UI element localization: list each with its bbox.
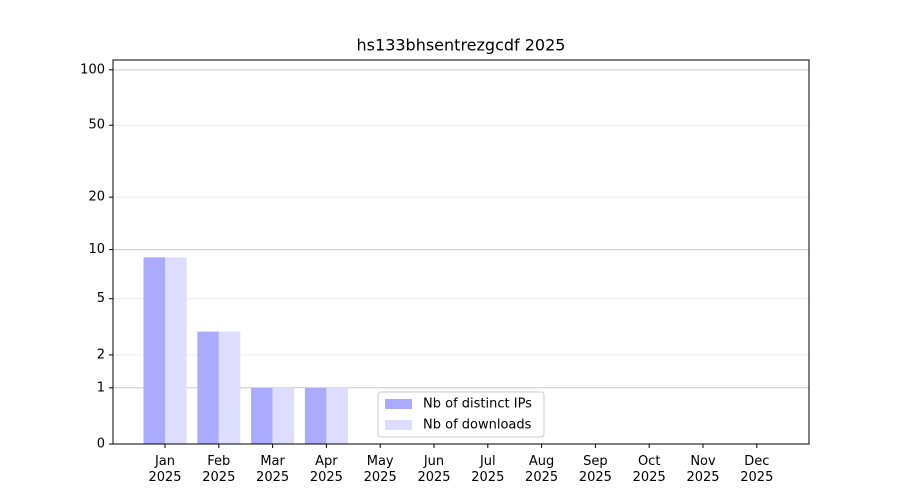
chart-title: hs133bhsentrezgcdf 2025 [357, 36, 566, 55]
legend-label: Nb of downloads [423, 418, 532, 433]
x-tick-label: Nov 2025 [686, 454, 719, 485]
plot-frame [112, 59, 810, 445]
bar [326, 387, 348, 444]
y-tick-label: 2 [97, 347, 105, 362]
legend-swatch [385, 399, 412, 409]
bar [143, 257, 165, 444]
x-tick-label: May 2025 [364, 454, 397, 485]
y-tick-label: 1 [97, 380, 105, 395]
x-tick-label: Jan 2025 [148, 454, 181, 485]
legend-swatch [385, 420, 412, 430]
x-tick-label: Dec 2025 [740, 454, 773, 485]
bar [165, 257, 187, 444]
bar [251, 387, 273, 444]
x-tick-label: Sep 2025 [579, 454, 612, 485]
y-tick-label: 50 [88, 118, 105, 133]
x-tick-label: Oct 2025 [633, 454, 666, 485]
y-tick-label: 10 [88, 242, 105, 257]
bar [304, 387, 327, 444]
x-tick-label: Jul 2025 [471, 454, 504, 485]
bar [197, 331, 219, 444]
bar [218, 331, 241, 444]
y-tick-label: 20 [88, 190, 105, 205]
x-tick-label: Apr 2025 [310, 454, 343, 485]
legend-label: Nb of distinct IPs [423, 397, 532, 412]
legend-box [377, 391, 545, 438]
x-tick-label: Mar 2025 [256, 454, 289, 485]
y-tick-label: 5 [97, 291, 105, 306]
y-tick-label: 0 [97, 437, 105, 452]
bar [272, 387, 295, 444]
y-tick-label: 100 [80, 62, 105, 77]
x-tick-label: Aug 2025 [525, 454, 558, 485]
x-tick-label: Jun 2025 [417, 454, 450, 485]
x-tick-label: Feb 2025 [202, 454, 235, 485]
